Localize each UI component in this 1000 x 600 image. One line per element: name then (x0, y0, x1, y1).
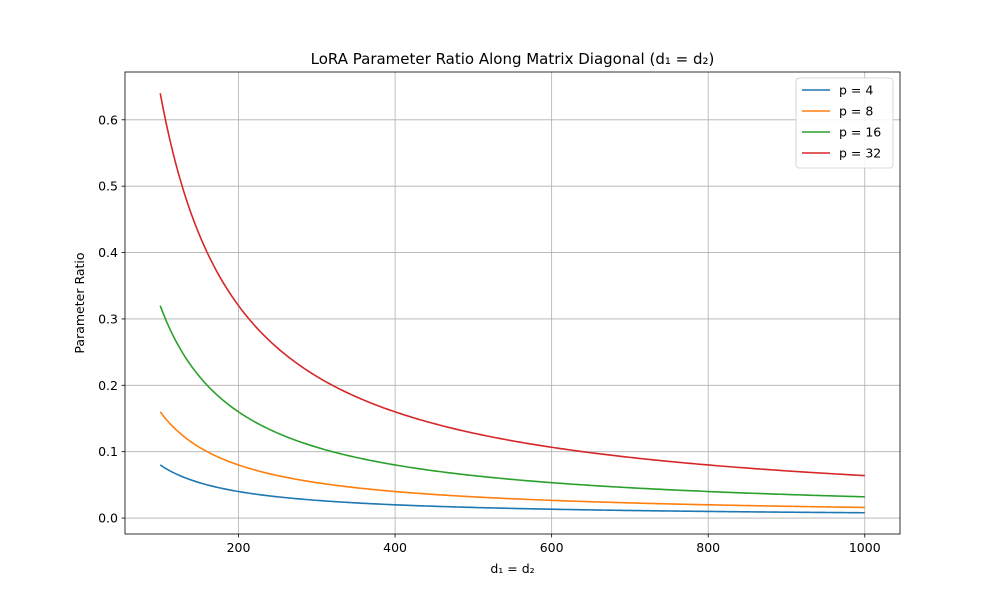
series-line-p4 (159, 464, 865, 514)
y-tick-label: 0.1 (98, 444, 118, 459)
x-tick-label: 600 (540, 540, 564, 555)
y-tick-label: 0.0 (98, 511, 118, 526)
series-line-p32 (159, 93, 865, 477)
y-tick-label: 0.2 (98, 378, 118, 393)
plot-area-frame (124, 71, 901, 535)
chart-title: LoRA Parameter Ratio Along Matrix Diagon… (311, 50, 715, 68)
series-line-p8 (159, 411, 865, 509)
axis-ticks: 200 400 600 800 1000 0.0 0.1 0.2 0.3 0.4 0.5 0.6 (98, 112, 881, 555)
x-tick-label: 400 (383, 540, 407, 555)
grid (125, 72, 900, 534)
x-tick-label: 800 (696, 540, 720, 555)
legend-entry: p = 32 (839, 146, 881, 161)
x-tick-label: 1000 (849, 540, 881, 555)
series-lines (159, 93, 865, 514)
y-tick-label: 0.3 (98, 311, 118, 326)
legend-box (795, 77, 894, 169)
legend-entry: p = 8 (839, 104, 873, 119)
legend-entry: p = 4 (839, 83, 873, 98)
y-axis-label: Parameter Ratio (72, 252, 87, 353)
y-tick-label: 0.6 (98, 112, 118, 127)
x-tick-label: 200 (227, 540, 251, 555)
y-tick-label: 0.4 (98, 245, 118, 260)
series-line-p16 (159, 305, 865, 498)
legend: p = 4 p = 8 p = 16 p = 32 (795, 77, 894, 169)
legend-entry: p = 16 (839, 125, 881, 140)
y-tick-label: 0.5 (98, 179, 118, 194)
x-axis-label: d₁ = d₂ (490, 561, 534, 576)
